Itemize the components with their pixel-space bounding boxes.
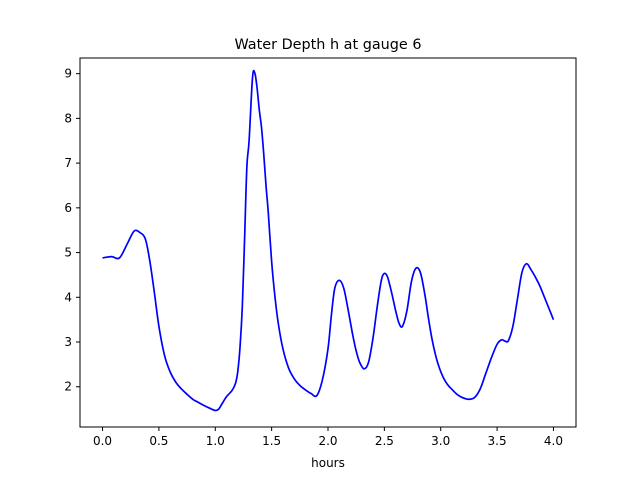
y-tick-label: 9 [64, 67, 72, 81]
x-tick-label: 2.5 [375, 434, 394, 448]
x-tick-label: 3.5 [488, 434, 507, 448]
x-tick-label: 0.5 [149, 434, 168, 448]
y-tick-label: 4 [64, 290, 72, 304]
x-tick-label: 3.0 [431, 434, 450, 448]
x-tick-label: 2.0 [318, 434, 337, 448]
y-tick-label: 5 [64, 246, 72, 260]
x-tick-label: 1.0 [206, 434, 225, 448]
y-tick-label: 8 [64, 111, 72, 125]
plot-frame [79, 57, 577, 428]
y-tick-label: 7 [64, 156, 72, 170]
y-axis-ticks: 2 3 4 5 6 7 8 9 [64, 67, 80, 394]
y-tick-label: 2 [64, 380, 72, 394]
series-line [102, 69, 555, 412]
y-tick-label: 3 [64, 335, 72, 349]
x-tick-label: 0.0 [93, 434, 112, 448]
x-axis-label: hours [311, 456, 345, 470]
y-tick-label: 6 [64, 201, 72, 215]
x-axis-ticks: 0.0 0.5 1.0 1.5 2.0 2.5 3.0 3.5 4.0 [93, 427, 563, 448]
x-tick-label: 1.5 [262, 434, 281, 448]
chart-title: Water Depth h at gauge 6 [234, 37, 421, 53]
x-tick-label: 4.0 [544, 434, 563, 448]
